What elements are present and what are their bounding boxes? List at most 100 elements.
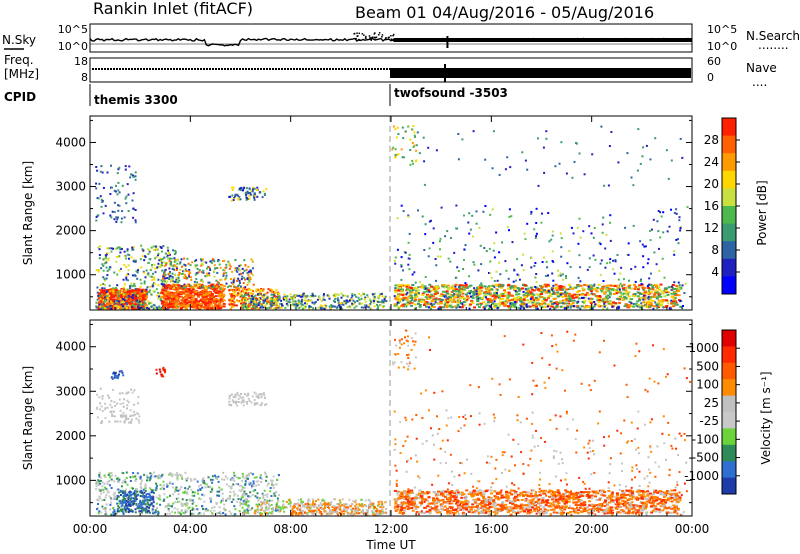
- power-echo: [289, 293, 292, 296]
- power-echo: [150, 246, 153, 249]
- power-echo: [540, 303, 544, 305]
- velocity-echo: [211, 478, 214, 481]
- power-echo: [171, 305, 175, 308]
- power-echo: [609, 261, 611, 264]
- power-echo: [103, 284, 106, 286]
- velocity-echo: [177, 489, 180, 492]
- power-echo: [447, 287, 450, 289]
- velocity-echo: [97, 507, 100, 510]
- power-echo: [227, 260, 230, 263]
- power-echo: [253, 187, 256, 190]
- velocity-echo: [117, 477, 120, 480]
- power-echo: [176, 267, 178, 270]
- velocity-echo: [256, 508, 259, 511]
- power-echo: [260, 303, 263, 305]
- power-echo: [245, 290, 247, 293]
- velocity-echo: [100, 492, 103, 495]
- power-echo: [362, 306, 365, 309]
- power-echo: [240, 186, 243, 189]
- power-echo: [212, 286, 215, 289]
- velocity-echo: [201, 480, 204, 483]
- power-echo: [280, 302, 283, 305]
- power-echo: [269, 303, 272, 306]
- power-echo: [218, 263, 221, 266]
- power-echo: [219, 293, 223, 296]
- nsearch-dot: [358, 32, 360, 35]
- velocity-echo: [157, 477, 160, 480]
- power-echo: [146, 293, 149, 296]
- velocity-echo: [163, 484, 165, 487]
- power-echo: [175, 298, 179, 301]
- power-echo: [659, 295, 663, 298]
- power-echo: [236, 299, 238, 302]
- power-echo: [576, 306, 580, 309]
- power-echo: [428, 306, 430, 309]
- power-echo: [166, 290, 170, 293]
- power-echo: [411, 295, 414, 298]
- velocity-echo: [109, 501, 112, 504]
- power-echo: [582, 230, 585, 233]
- power-echo: [603, 305, 606, 308]
- velocity-echo: [178, 500, 181, 503]
- power-echo: [351, 293, 354, 296]
- power-echo: [124, 296, 127, 299]
- power-echo: [501, 284, 505, 287]
- velocity-echo: [184, 511, 187, 514]
- power-echo: [280, 299, 283, 302]
- power-echo: [165, 282, 168, 285]
- power-echo: [421, 293, 425, 296]
- power-echo: [421, 292, 425, 295]
- velocity-echo: [104, 513, 107, 515]
- power-echo: [276, 299, 279, 302]
- velocity-echo: [271, 483, 273, 486]
- power-echo: [373, 305, 376, 308]
- power-echo: [134, 221, 137, 224]
- power-echo: [110, 307, 113, 310]
- power-echo: [233, 300, 236, 303]
- power-echo: [574, 286, 578, 289]
- power-echo: [164, 277, 167, 280]
- power-echo: [442, 286, 446, 289]
- velocity-echo: [272, 475, 275, 478]
- power-echo: [686, 206, 689, 209]
- velocity-echo: [159, 487, 162, 490]
- power-echo: [171, 276, 174, 279]
- power-echo: [679, 137, 682, 140]
- power-echo: [101, 199, 104, 202]
- power-echo: [471, 302, 475, 304]
- velocity-echo: [110, 475, 112, 477]
- power-echo: [180, 295, 184, 298]
- power-echo: [264, 305, 267, 308]
- power-echo: [435, 149, 438, 152]
- power-echo: [236, 287, 239, 290]
- power-echo: [285, 298, 288, 301]
- power-echo: [128, 165, 131, 168]
- power-echo: [617, 161, 620, 164]
- power-echo: [634, 280, 637, 283]
- power-echo: [330, 306, 333, 308]
- power-echo: [334, 295, 337, 298]
- power-echo: [670, 295, 674, 298]
- velocity-echo: [174, 473, 177, 476]
- power-echo: [249, 306, 252, 309]
- nsearch-legend-dots: ........: [758, 38, 789, 52]
- power-echo: [101, 263, 104, 266]
- power-echo: [509, 302, 512, 305]
- power-echo: [398, 299, 402, 302]
- power-echo: [188, 269, 191, 271]
- power-echo: [99, 288, 102, 291]
- power-echo: [452, 300, 456, 303]
- velocity-echo: [191, 506, 194, 509]
- power-echo: [110, 306, 114, 309]
- power-colorbar-cell: [722, 223, 736, 242]
- velocity-echo: [186, 488, 189, 491]
- power-echo: [408, 257, 411, 260]
- power-echo: [243, 292, 246, 295]
- power-echo: [163, 280, 166, 283]
- power-echo: [573, 160, 576, 163]
- power-echo: [205, 275, 208, 278]
- power-echo: [581, 287, 585, 290]
- power-echo: [193, 286, 196, 289]
- power-echo: [472, 130, 475, 133]
